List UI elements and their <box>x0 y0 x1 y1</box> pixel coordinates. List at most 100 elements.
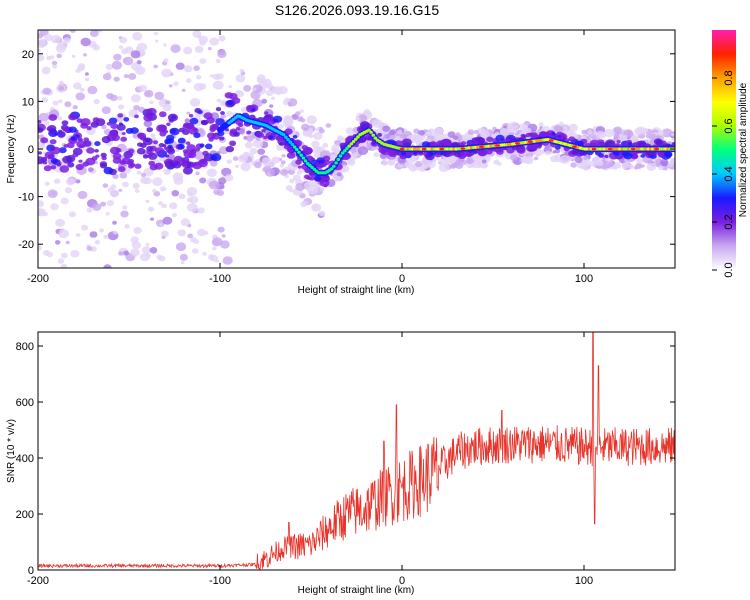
spectrogram-noise-blob <box>141 30 145 31</box>
spectrogram-noise-blob <box>582 158 591 166</box>
spectrogram-noise-blob <box>334 150 341 155</box>
spectrogram-energy-blob <box>231 97 241 104</box>
spectrogram-noise-blob <box>175 242 187 251</box>
spectrogram-energy-blob <box>192 161 203 170</box>
spectrogram-noise-blob <box>509 131 515 136</box>
spectrogram-noise-blob <box>217 226 225 233</box>
spectrogram-energy-blob <box>287 148 294 153</box>
spectrogram-noise-blob <box>345 127 354 135</box>
spectrogram-energy-blob <box>476 137 486 144</box>
spectrogram-noise-blob <box>73 82 82 90</box>
spectrogram-noise-blob <box>215 58 221 64</box>
ridge-core <box>351 140 356 144</box>
spectrogram-energy-blob <box>225 145 234 153</box>
spectrogram-energy-blob <box>177 143 185 150</box>
spectrogram-energy-blob <box>122 157 131 165</box>
spectrogram-energy-blob <box>92 117 100 123</box>
spectrogram-noise-blob <box>603 129 615 138</box>
spectrogram-noise-blob <box>154 91 165 100</box>
spectrogram-energy-blob <box>70 136 76 141</box>
spectrogram-energy-blob <box>233 131 240 137</box>
spectrogram-energy-blob <box>378 146 387 153</box>
spectrogram-energy-blob <box>159 111 167 118</box>
ridge-core <box>295 147 299 152</box>
spectrogram-energy-blob <box>229 140 237 146</box>
spectrogram-noise-blob <box>192 30 202 38</box>
spectrogram-noise-blob <box>44 181 50 186</box>
spectrogram-noise-blob <box>173 81 179 87</box>
spectrogram-energy-blob <box>164 163 170 168</box>
spectrogram-noise-blob <box>322 142 329 148</box>
spectrogram-energy-blob <box>568 136 576 142</box>
spectrogram-energy-blob <box>80 118 91 127</box>
spectrogram-noise-blob <box>101 106 111 114</box>
spectrogram-noise-blob <box>222 256 233 265</box>
spectrogram-energy-blob <box>83 137 89 142</box>
spectrogram-energy-blob <box>209 127 216 133</box>
spectrogram-noise-blob <box>79 87 85 92</box>
spectrogram-noise-blob <box>153 31 159 36</box>
spectrogram-noise-blob <box>122 181 129 188</box>
spectrogram-energy-blob <box>40 137 49 144</box>
spectrogram-noise-blob <box>133 105 140 111</box>
spectrogram-noise-blob <box>314 184 320 189</box>
snr-frame <box>37 331 676 571</box>
spectrogram-energy-blob <box>58 129 63 134</box>
spectrogram-noise-blob <box>60 263 68 268</box>
spectrogram-noise-blob <box>222 15 231 23</box>
ridge-core <box>332 164 336 168</box>
spectrogram-energy-blob <box>59 165 70 173</box>
spectrogram-noise-blob <box>123 250 129 256</box>
ridge-peak <box>495 144 500 147</box>
spectrogram-energy-blob <box>167 148 176 155</box>
spectrogram-noise-blob <box>149 247 158 254</box>
spectrogram-noise-blob <box>84 72 89 76</box>
ridge-core <box>281 133 286 137</box>
spectrogram-energy-blob <box>557 134 562 138</box>
spectrogram-noise-blob <box>634 127 644 136</box>
spectrogram-noise-blob <box>295 182 305 191</box>
spectrogram-noise-blob <box>186 197 193 203</box>
spectrogram-noise-blob <box>389 129 396 136</box>
spectrogram-noise-blob <box>38 49 41 52</box>
spectrogram-noise-blob <box>261 157 272 166</box>
spectrogram-energy-blob <box>152 140 159 145</box>
spectrogram-energy-blob <box>65 155 76 163</box>
spectrogram-noise-blob <box>46 251 54 258</box>
spectrogram-noise-blob <box>41 66 51 75</box>
spectrogram-noise-blob <box>336 172 342 177</box>
spectrogram-energy-blob <box>50 147 55 151</box>
spectrogram-noise-blob <box>257 148 266 155</box>
spectrogram-energy-blob <box>130 127 139 134</box>
spectrogram-energy-blob <box>116 123 126 131</box>
spectrogram-noise-blob <box>65 240 70 245</box>
ridge-core <box>292 145 297 149</box>
spectrogram-noise-blob <box>52 64 58 69</box>
spectrogram-noise-blob <box>112 173 119 179</box>
spectrogram-energy-blob <box>460 150 469 157</box>
spectrogram-noise-blob <box>510 154 518 161</box>
spectrogram-noise-blob <box>136 60 142 65</box>
spectrogram-energy-blob <box>262 116 271 124</box>
spectrogram-energy-blob <box>48 114 58 121</box>
spectrogram-noise-blob <box>134 189 140 193</box>
ridge-core <box>286 138 290 142</box>
spectrogram-energy-blob <box>182 129 190 135</box>
spectrogram-noise-blob <box>38 33 44 39</box>
colorbar-tick-label: 0.6 <box>723 118 735 133</box>
spectrogram-noise-blob <box>118 45 124 50</box>
spectrogram-noise-blob <box>64 187 73 194</box>
spectrogram-energy-blob <box>530 132 538 139</box>
spectrogram-noise-blob <box>217 50 227 58</box>
ridge-core <box>288 140 293 144</box>
spectrogram-noise-blob <box>145 242 150 247</box>
spectrogram-noise-blob <box>655 163 661 168</box>
snr-ytick-label: 600 <box>16 397 34 409</box>
spectrogram-energy-blob <box>95 154 100 158</box>
spectrogram-noise-blob <box>38 112 50 122</box>
spectrogram-noise-blob <box>130 50 141 59</box>
spectrogram-noise-blob <box>113 53 122 61</box>
spectrogram-noise-blob <box>183 65 193 73</box>
spectrogram-noise-blob <box>404 161 412 168</box>
spectrogram-noise-blob <box>100 201 107 207</box>
